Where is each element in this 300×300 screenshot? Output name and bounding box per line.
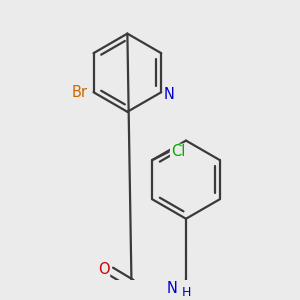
Text: Br: Br: [71, 85, 87, 100]
Text: N: N: [166, 281, 177, 296]
Text: N: N: [164, 87, 175, 102]
Text: Cl: Cl: [171, 144, 185, 159]
Text: H: H: [181, 286, 191, 299]
Text: O: O: [98, 262, 109, 277]
